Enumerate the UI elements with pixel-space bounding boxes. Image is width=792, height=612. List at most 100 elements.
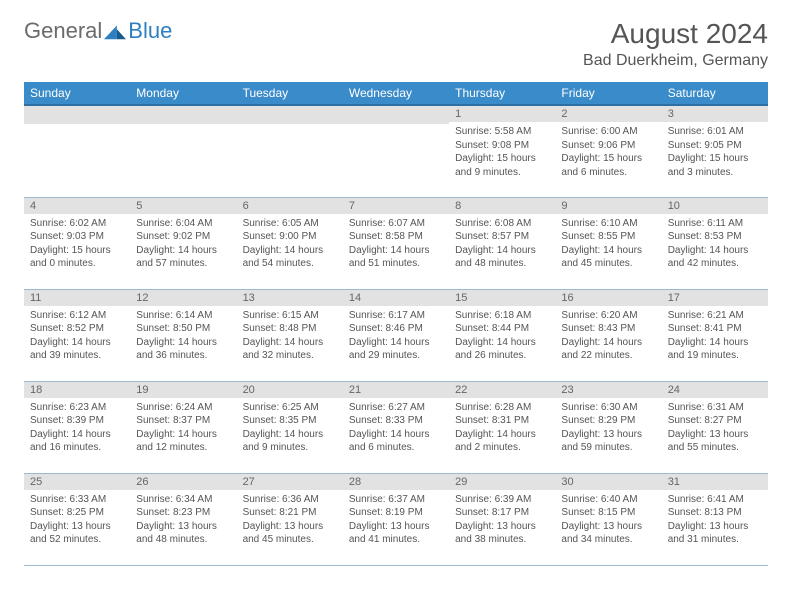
calendar-cell: 6Sunrise: 6:05 AMSunset: 9:00 PMDaylight… xyxy=(237,197,343,289)
day-sunrise: Sunrise: 6:15 AM xyxy=(243,309,337,323)
calendar-week-row: 25Sunrise: 6:33 AMSunset: 8:25 PMDayligh… xyxy=(24,473,768,565)
day-daylight2: and 31 minutes. xyxy=(668,533,762,547)
day-number: 15 xyxy=(449,290,555,306)
calendar-cell: 19Sunrise: 6:24 AMSunset: 8:37 PMDayligh… xyxy=(130,381,236,473)
day-sunset: Sunset: 9:03 PM xyxy=(30,230,124,244)
calendar-cell: 11Sunrise: 6:12 AMSunset: 8:52 PMDayligh… xyxy=(24,289,130,381)
day-daylight2: and 19 minutes. xyxy=(668,349,762,363)
day-number: 13 xyxy=(237,290,343,306)
day-sunset: Sunset: 8:15 PM xyxy=(561,506,655,520)
weekday-header: Saturday xyxy=(662,82,768,105)
day-number: 22 xyxy=(449,382,555,398)
day-number: 21 xyxy=(343,382,449,398)
day-daylight2: and 54 minutes. xyxy=(243,257,337,271)
day-daylight2: and 12 minutes. xyxy=(136,441,230,455)
day-number: 30 xyxy=(555,474,661,490)
day-details: Sunrise: 6:27 AMSunset: 8:33 PMDaylight:… xyxy=(343,398,449,461)
day-number: 10 xyxy=(662,198,768,214)
weekday-header: Tuesday xyxy=(237,82,343,105)
day-daylight2: and 36 minutes. xyxy=(136,349,230,363)
day-details: Sunrise: 6:37 AMSunset: 8:19 PMDaylight:… xyxy=(343,490,449,553)
calendar-cell: 10Sunrise: 6:11 AMSunset: 8:53 PMDayligh… xyxy=(662,197,768,289)
weekday-header: Friday xyxy=(555,82,661,105)
day-number: 4 xyxy=(24,198,130,214)
weekday-header: Thursday xyxy=(449,82,555,105)
day-daylight1: Daylight: 14 hours xyxy=(668,336,762,350)
day-number: 25 xyxy=(24,474,130,490)
day-details: Sunrise: 6:41 AMSunset: 8:13 PMDaylight:… xyxy=(662,490,768,553)
day-number: 1 xyxy=(449,106,555,122)
day-daylight2: and 32 minutes. xyxy=(243,349,337,363)
calendar-cell: 3Sunrise: 6:01 AMSunset: 9:05 PMDaylight… xyxy=(662,105,768,197)
day-sunrise: Sunrise: 6:24 AM xyxy=(136,401,230,415)
calendar-cell: 1Sunrise: 5:58 AMSunset: 9:08 PMDaylight… xyxy=(449,105,555,197)
calendar-cell: 14Sunrise: 6:17 AMSunset: 8:46 PMDayligh… xyxy=(343,289,449,381)
day-sunset: Sunset: 8:43 PM xyxy=(561,322,655,336)
day-daylight2: and 45 minutes. xyxy=(561,257,655,271)
day-sunset: Sunset: 8:27 PM xyxy=(668,414,762,428)
day-daylight1: Daylight: 14 hours xyxy=(561,336,655,350)
day-details: Sunrise: 6:08 AMSunset: 8:57 PMDaylight:… xyxy=(449,214,555,277)
day-sunset: Sunset: 8:44 PM xyxy=(455,322,549,336)
day-daylight2: and 48 minutes. xyxy=(455,257,549,271)
day-sunset: Sunset: 8:25 PM xyxy=(30,506,124,520)
day-number: 31 xyxy=(662,474,768,490)
month-title: August 2024 xyxy=(583,18,768,50)
day-details: Sunrise: 6:28 AMSunset: 8:31 PMDaylight:… xyxy=(449,398,555,461)
day-sunrise: Sunrise: 6:21 AM xyxy=(668,309,762,323)
page-header: General Blue August 2024 Bad Duerkheim, … xyxy=(24,18,768,70)
day-daylight2: and 39 minutes. xyxy=(30,349,124,363)
day-daylight1: Daylight: 15 hours xyxy=(668,152,762,166)
day-sunset: Sunset: 8:55 PM xyxy=(561,230,655,244)
calendar-week-row: 1 Sunrise: 5:58 AMSunset: 9:08 PM Daylight… xyxy=(24,105,768,197)
day-details: Sunrise: 6:23 AMSunset: 8:39 PMDaylight:… xyxy=(24,398,130,461)
day-sunset: Sunset: 9:08 PM xyxy=(455,139,549,153)
day-number: 5 xyxy=(130,198,236,214)
day-sunrise: Sunrise: 6:27 AM xyxy=(349,401,443,415)
day-details: Sunrise: 6:40 AMSunset: 8:15 PMDaylight:… xyxy=(555,490,661,553)
calendar-cell xyxy=(130,105,236,197)
day-number: 19 xyxy=(130,382,236,398)
day-sunset: Sunset: 9:02 PM xyxy=(136,230,230,244)
day-details: Sunrise: 6:14 AMSunset: 8:50 PMDaylight:… xyxy=(130,306,236,369)
day-daylight1: Daylight: 14 hours xyxy=(30,428,124,442)
day-sunset: Sunset: 8:57 PM xyxy=(455,230,549,244)
day-daylight1: Daylight: 13 hours xyxy=(668,520,762,534)
logo-triangle-icon xyxy=(104,22,126,40)
calendar-cell: 15Sunrise: 6:18 AMSunset: 8:44 PMDayligh… xyxy=(449,289,555,381)
title-block: August 2024 Bad Duerkheim, Germany xyxy=(583,18,768,70)
day-sunrise: Sunrise: 6:08 AM xyxy=(455,217,549,231)
day-sunrise: Sunrise: 6:30 AM xyxy=(561,401,655,415)
day-details: Sunrise: 6:25 AMSunset: 8:35 PMDaylight:… xyxy=(237,398,343,461)
day-number: 8 xyxy=(449,198,555,214)
day-number: 27 xyxy=(237,474,343,490)
day-sunrise: Sunrise: 6:36 AM xyxy=(243,493,337,507)
day-daylight1: Daylight: 14 hours xyxy=(668,244,762,258)
weekday-header-row: SundayMondayTuesdayWednesdayThursdayFrid… xyxy=(24,82,768,105)
day-number: 26 xyxy=(130,474,236,490)
calendar-cell: 22Sunrise: 6:28 AMSunset: 8:31 PMDayligh… xyxy=(449,381,555,473)
calendar-cell: 2Sunrise: 6:00 AMSunset: 9:06 PMDaylight… xyxy=(555,105,661,197)
day-daylight1: Daylight: 14 hours xyxy=(349,336,443,350)
day-daylight1: Daylight: 14 hours xyxy=(349,428,443,442)
day-daylight1: Daylight: 15 hours xyxy=(561,152,655,166)
calendar-cell: 4Sunrise: 6:02 AMSunset: 9:03 PMDaylight… xyxy=(24,197,130,289)
day-daylight1: Daylight: 14 hours xyxy=(136,244,230,258)
day-sunset: Sunset: 8:52 PM xyxy=(30,322,124,336)
day-details: Sunrise: 6:12 AMSunset: 8:52 PMDaylight:… xyxy=(24,306,130,369)
calendar-week-row: 18Sunrise: 6:23 AMSunset: 8:39 PMDayligh… xyxy=(24,381,768,473)
day-number: 2 xyxy=(555,106,661,122)
calendar-cell: 13Sunrise: 6:15 AMSunset: 8:48 PMDayligh… xyxy=(237,289,343,381)
day-sunrise: Sunrise: 6:39 AM xyxy=(455,493,549,507)
day-daylight1: Daylight: 13 hours xyxy=(455,520,549,534)
day-sunrise: Sunrise: 6:25 AM xyxy=(243,401,337,415)
day-sunrise: Sunrise: 6:10 AM xyxy=(561,217,655,231)
day-number: 28 xyxy=(343,474,449,490)
calendar-cell: 5Sunrise: 6:04 AMSunset: 9:02 PMDaylight… xyxy=(130,197,236,289)
day-daylight2: and 3 minutes. xyxy=(668,166,762,180)
day-sunrise: Sunrise: 5:58 AM xyxy=(455,125,549,139)
day-sunset: Sunset: 8:39 PM xyxy=(30,414,124,428)
calendar-cell: 8Sunrise: 6:08 AMSunset: 8:57 PMDaylight… xyxy=(449,197,555,289)
day-daylight2: and 59 minutes. xyxy=(561,441,655,455)
calendar-cell: 12Sunrise: 6:14 AMSunset: 8:50 PMDayligh… xyxy=(130,289,236,381)
